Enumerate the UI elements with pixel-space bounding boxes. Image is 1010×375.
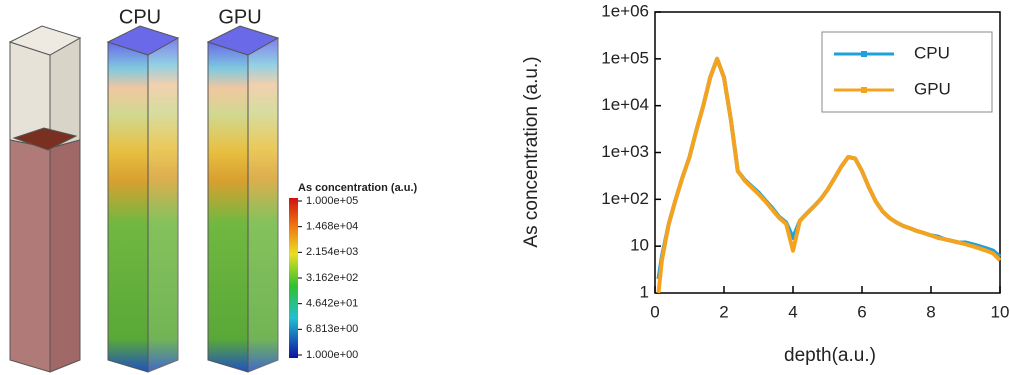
y-tick-label: 1e+06 [601, 1, 649, 20]
y-tick-label: 1e+04 [601, 95, 649, 114]
colorbar-tick-label: 2.154e+03 [306, 246, 358, 258]
y-tick-label: 1e+05 [601, 48, 649, 67]
x-tick-label: 0 [650, 302, 659, 321]
colorbar-tick-label: 4.642e+01 [306, 298, 358, 310]
legend-label: CPU [914, 43, 950, 62]
y-tick-label: 1 [640, 282, 649, 301]
x-axis-label: depth(a.u.) [784, 345, 876, 366]
x-tick-label: 8 [926, 302, 935, 321]
x-tick-label: 10 [991, 302, 1010, 321]
colorbar-tick-label: 6.813e+00 [306, 323, 358, 335]
colorbar [289, 198, 298, 358]
x-tick-label: 2 [719, 302, 728, 321]
y-tick-label: 1e+02 [601, 189, 649, 208]
colorbar-title: As concentration (a.u.) [298, 182, 418, 194]
render-label: CPU [119, 6, 161, 28]
colorbar-tick-label: 1.000e+00 [306, 349, 358, 361]
render-1 [10, 26, 80, 372]
x-tick-label: 6 [857, 302, 866, 321]
legend-marker [861, 87, 867, 93]
y-axis-label: As concentration (a.u.) [521, 56, 542, 247]
colorbar-tick-label: 3.162e+02 [306, 272, 358, 284]
figure: CPU GPU As concentration (a.u.) depth(a.… [0, 0, 1010, 375]
y-tick-label: 10 [630, 236, 649, 255]
legend-marker [861, 51, 867, 57]
y-tick-label: 1e+03 [601, 142, 649, 161]
render-label: GPU [218, 6, 261, 28]
render-2 [108, 26, 178, 372]
legend-box [822, 32, 992, 112]
colorbar-tick-label: 1.000e+05 [306, 195, 358, 207]
x-tick-label: 4 [788, 302, 797, 321]
render-3 [208, 26, 278, 372]
legend-label: GPU [914, 79, 951, 98]
colorbar-tick-label: 1.468e+04 [306, 221, 358, 233]
